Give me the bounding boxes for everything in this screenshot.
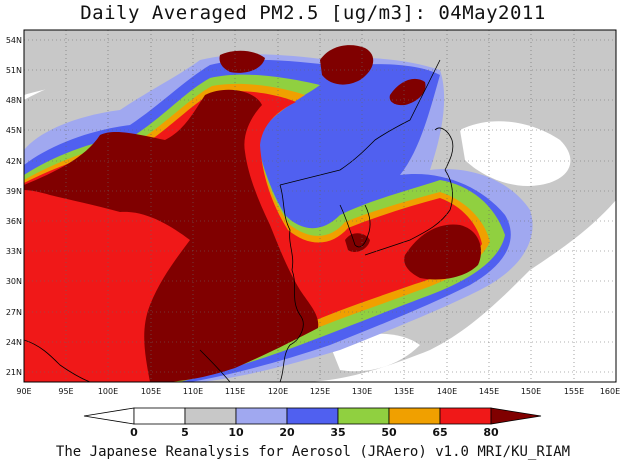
lon-label: 135E — [394, 387, 414, 396]
colorbar-label: 35 — [330, 426, 345, 439]
colorbar-max-arrow — [490, 407, 542, 425]
lon-label: 150E — [521, 387, 541, 396]
contour-dark-red-korea — [345, 233, 370, 252]
lat-label: 42N — [6, 157, 22, 166]
colorbar-label: 65 — [432, 426, 447, 439]
colorbar-label: 10 — [228, 426, 244, 439]
contour-dark-red-japan — [404, 224, 481, 280]
colorbar-bin — [439, 407, 492, 425]
colorbar-label: 50 — [381, 426, 397, 439]
lon-label: 115E — [225, 387, 245, 396]
lat-label: 21N — [6, 368, 22, 377]
colorbar-bin — [235, 407, 288, 425]
lon-label: 125E — [310, 387, 330, 396]
lon-label: 95E — [58, 387, 73, 396]
lat-label: 30N — [6, 277, 22, 286]
map-title: Daily Averaged PM2.5 [ug/m3]: 04May2011 — [80, 2, 546, 24]
lon-label: 145E — [479, 387, 499, 396]
contour-dark-red-north-1 — [219, 50, 265, 73]
graticule — [24, 30, 616, 382]
lat-label: 33N — [6, 247, 22, 256]
colorbar-label: 5 — [181, 426, 189, 439]
colorbar-min-arrow — [83, 407, 135, 425]
lat-label: 48N — [6, 96, 22, 105]
colorbar-bin — [184, 407, 237, 425]
lon-label: 110E — [183, 387, 203, 396]
lat-label: 54N — [6, 36, 22, 45]
lon-label: 105E — [141, 387, 161, 396]
contour-gray-north — [24, 30, 616, 95]
latitude-labels: 54N 51N 48N 45N 42N 39N 36N 33N 30N 27N … — [6, 36, 22, 377]
lon-label: 130E — [352, 387, 372, 396]
colorbar-bin — [388, 407, 441, 425]
lat-label: 39N — [6, 187, 22, 196]
lon-label: 140E — [437, 387, 457, 396]
coastlines — [24, 59, 454, 382]
clean-air-patch — [460, 121, 571, 186]
lat-label: 51N — [6, 66, 22, 75]
lon-label: 155E — [564, 387, 584, 396]
contour-dark-red-main — [24, 89, 319, 382]
colorbar-labels: 0 5 10 20 35 50 65 80 — [130, 426, 499, 439]
lat-label: 27N — [6, 308, 22, 317]
dataset-credit: The Japanese Reanalysis for Aerosol (JRA… — [55, 444, 571, 460]
map-frame — [23, 29, 617, 383]
lat-label: 45N — [6, 126, 22, 135]
lon-label: 160E — [600, 387, 620, 396]
lon-label: 120E — [268, 387, 288, 396]
colorbar-label: 80 — [483, 426, 499, 439]
contour-dark-red-north-2 — [320, 45, 374, 85]
colorbar-bin — [337, 407, 390, 425]
colorbar-label: 0 — [130, 426, 138, 439]
lat-label: 24N — [6, 338, 22, 347]
lon-label: 90E — [16, 387, 31, 396]
colorbar — [83, 407, 542, 425]
lon-label: 100E — [98, 387, 118, 396]
longitude-labels: 90E 95E 100E 105E 110E 115E 120E 125E 13… — [16, 387, 620, 396]
colorbar-bin — [133, 407, 186, 425]
contour-dark-red-north-3 — [389, 78, 426, 106]
lat-label: 36N — [6, 217, 22, 226]
colorbar-bin — [286, 407, 339, 425]
colorbar-label: 20 — [279, 426, 295, 439]
